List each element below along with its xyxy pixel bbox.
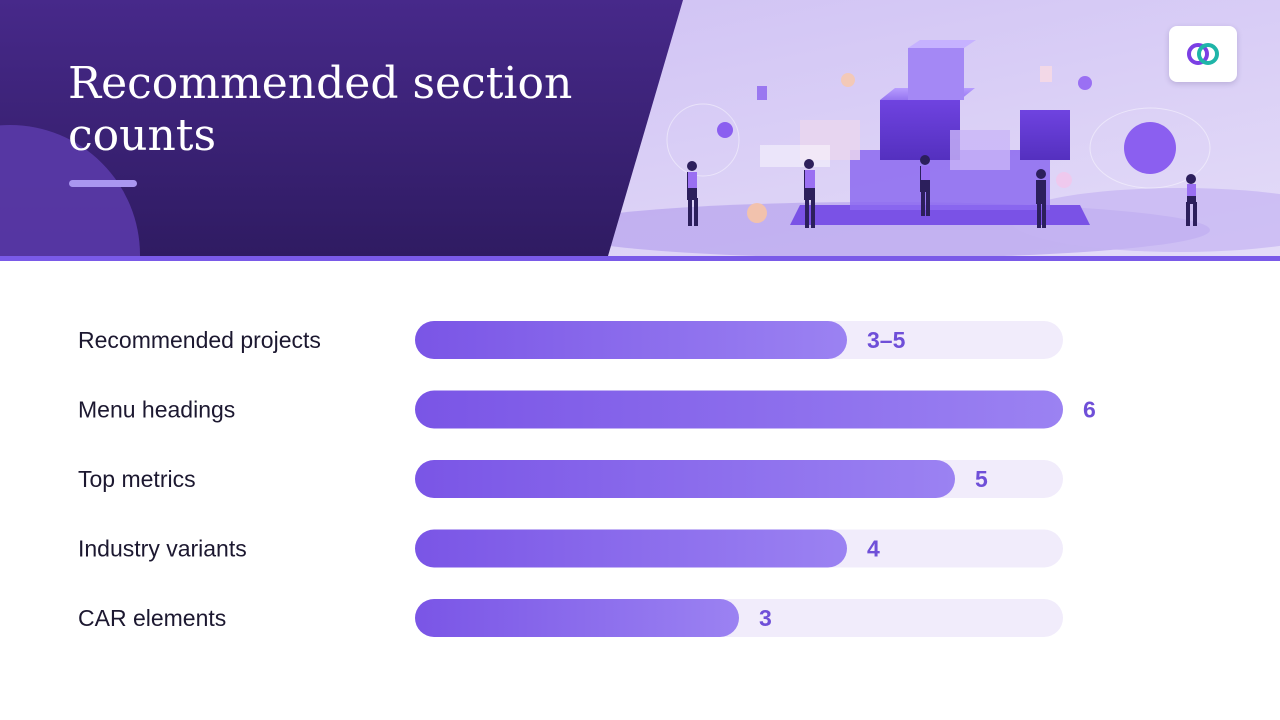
category-label: Industry variants	[78, 536, 247, 562]
bar	[415, 321, 847, 359]
bar	[415, 460, 955, 498]
infinity-loop-logo-icon	[1187, 43, 1219, 65]
category-label: Menu headings	[78, 397, 235, 423]
logo-badge	[1169, 26, 1237, 82]
value-label: 4	[867, 536, 880, 562]
bar	[415, 599, 739, 637]
title-underline	[69, 180, 137, 187]
header-banner: Recommended section counts	[0, 0, 1280, 256]
bar	[415, 529, 847, 568]
category-label: CAR elements	[78, 605, 226, 631]
value-label: 5	[975, 466, 988, 492]
category-label: Top metrics	[78, 466, 196, 492]
bar	[415, 390, 1063, 429]
header-rule	[0, 256, 1280, 261]
header-illustration	[0, 0, 1280, 256]
value-label: 6	[1083, 397, 1096, 423]
category-label: Recommended projects	[78, 327, 321, 353]
value-label: 3	[759, 605, 772, 631]
value-label: 3–5	[867, 327, 906, 353]
page-title: Recommended section counts	[68, 58, 573, 161]
